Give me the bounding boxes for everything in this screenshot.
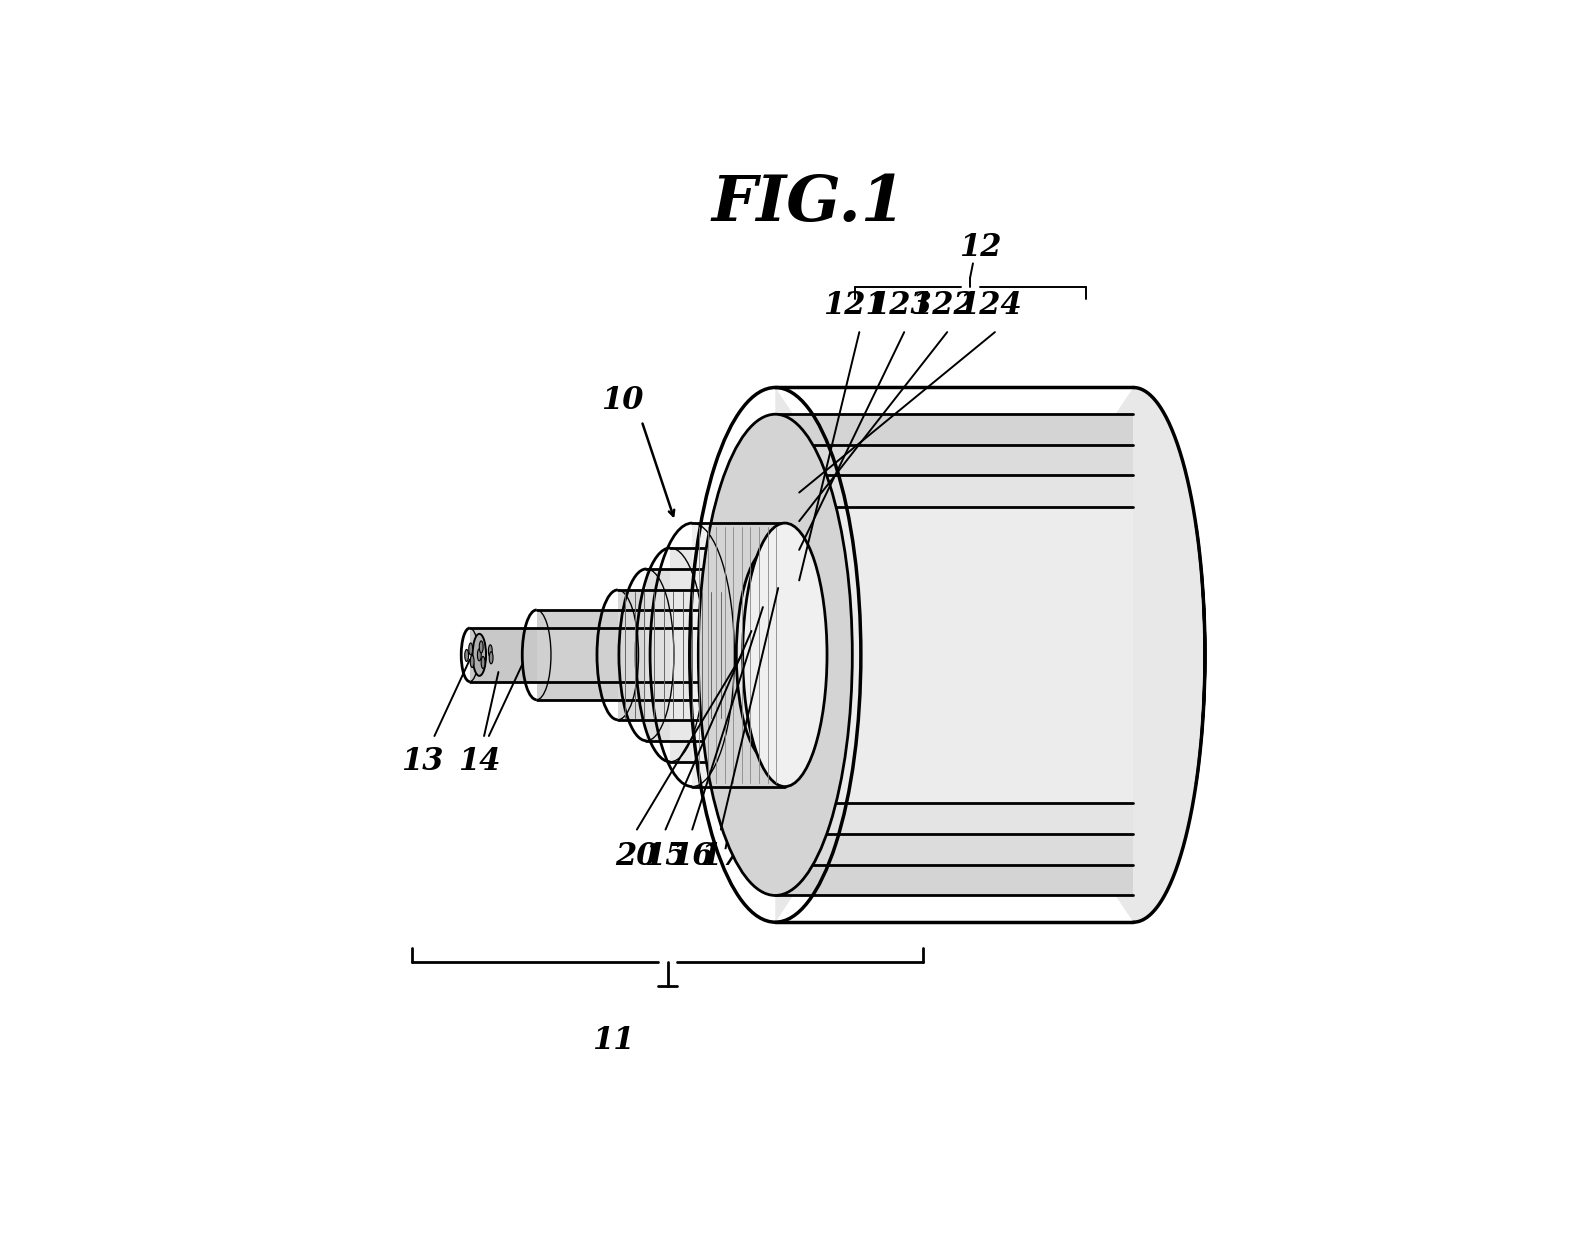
Text: 121: 121 [822,290,887,321]
Ellipse shape [489,652,492,663]
Text: 124: 124 [958,290,1023,321]
Ellipse shape [727,507,822,802]
Polygon shape [775,475,1133,835]
Polygon shape [775,387,1206,923]
Polygon shape [775,445,1133,866]
Text: 123: 123 [868,290,931,321]
Polygon shape [470,629,727,682]
Ellipse shape [718,475,833,835]
Text: 12: 12 [959,232,1002,263]
Ellipse shape [478,649,481,661]
Text: 10: 10 [601,386,644,417]
Polygon shape [693,523,784,786]
Ellipse shape [709,445,843,866]
Text: 17: 17 [699,841,742,872]
Text: 14: 14 [458,745,500,776]
Ellipse shape [737,548,805,761]
Polygon shape [775,507,1133,802]
Text: 15: 15 [644,841,686,872]
Text: 20: 20 [615,841,658,872]
Ellipse shape [470,656,473,667]
Polygon shape [671,548,770,761]
Ellipse shape [718,610,746,699]
Ellipse shape [720,629,735,682]
Polygon shape [775,414,1133,895]
Ellipse shape [469,644,472,655]
Polygon shape [647,569,756,740]
Ellipse shape [721,590,762,719]
Ellipse shape [481,656,484,668]
Text: 11: 11 [592,1025,634,1056]
Text: 16: 16 [671,841,713,872]
Ellipse shape [699,414,852,895]
Ellipse shape [489,645,492,657]
Ellipse shape [480,641,483,653]
Text: 122: 122 [911,290,974,321]
Ellipse shape [472,634,486,676]
Ellipse shape [743,523,827,786]
Text: FIG.1: FIG.1 [712,172,906,234]
Ellipse shape [466,650,469,661]
Ellipse shape [729,569,784,740]
Polygon shape [537,610,732,699]
Polygon shape [617,590,742,719]
Text: 13: 13 [401,745,443,776]
